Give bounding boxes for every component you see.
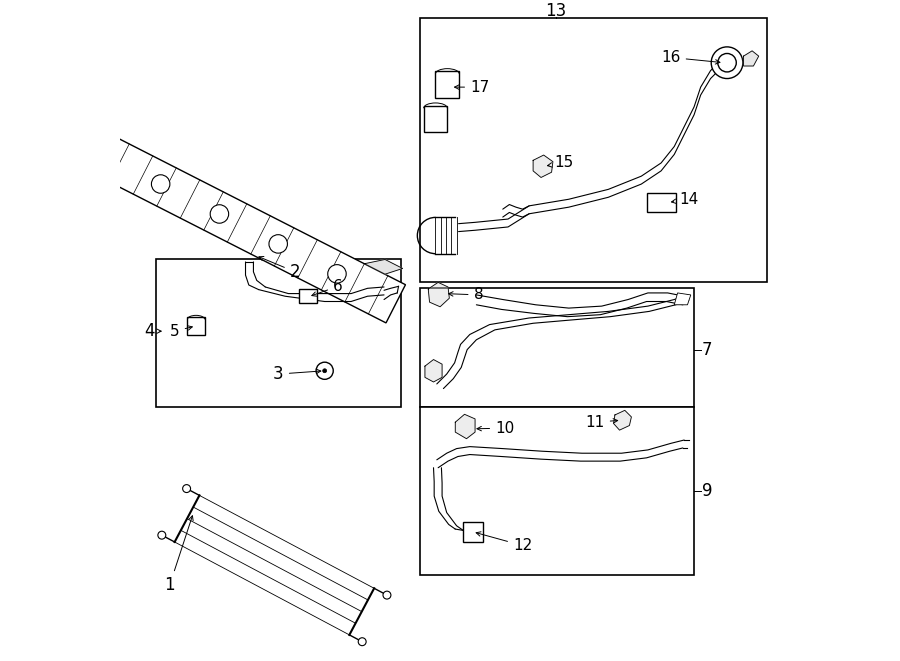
Text: 13: 13	[544, 2, 566, 20]
Text: 9: 9	[702, 482, 713, 500]
Text: 12: 12	[476, 532, 532, 553]
Circle shape	[211, 205, 229, 223]
Text: 10: 10	[477, 420, 515, 436]
Text: 1: 1	[165, 516, 194, 594]
Polygon shape	[743, 51, 759, 66]
Circle shape	[328, 264, 346, 283]
Text: 5: 5	[170, 324, 193, 338]
Circle shape	[358, 638, 366, 646]
Text: 2: 2	[259, 256, 301, 281]
Circle shape	[158, 531, 166, 539]
Bar	[436, 71, 459, 98]
Bar	[424, 106, 447, 132]
Circle shape	[269, 235, 287, 253]
Text: 17: 17	[454, 79, 490, 95]
Polygon shape	[364, 260, 402, 274]
Text: 15: 15	[547, 155, 573, 171]
Text: 4: 4	[145, 322, 155, 340]
Circle shape	[316, 362, 333, 379]
Polygon shape	[533, 155, 553, 178]
Polygon shape	[428, 282, 449, 307]
Circle shape	[383, 591, 391, 599]
Bar	[299, 289, 318, 303]
Bar	[646, 192, 676, 212]
Circle shape	[151, 175, 170, 193]
Text: 3: 3	[274, 365, 320, 383]
Text: 16: 16	[662, 50, 720, 65]
Bar	[464, 522, 483, 542]
Circle shape	[711, 47, 742, 79]
Circle shape	[183, 485, 191, 492]
Text: 14: 14	[671, 192, 698, 207]
Text: 8: 8	[448, 288, 483, 302]
Polygon shape	[455, 414, 475, 439]
Bar	[420, 288, 694, 407]
Text: 6: 6	[311, 279, 343, 296]
Polygon shape	[674, 293, 691, 305]
Text: 11: 11	[586, 414, 617, 430]
Bar	[157, 258, 400, 407]
Bar	[420, 18, 767, 282]
Polygon shape	[92, 135, 406, 323]
Text: 7: 7	[702, 340, 713, 359]
Polygon shape	[614, 410, 632, 430]
Circle shape	[718, 54, 736, 72]
Circle shape	[323, 369, 327, 373]
Bar	[187, 317, 204, 335]
Polygon shape	[425, 360, 442, 382]
Bar	[420, 407, 694, 575]
